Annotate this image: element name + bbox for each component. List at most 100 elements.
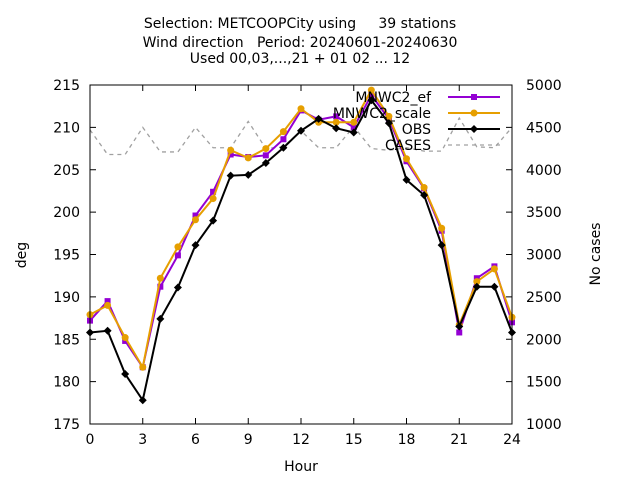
x-tick-label: 9 [244,432,253,448]
data-point-mnwc2-scale [297,105,305,113]
y-tick-label: 195 [53,248,80,264]
data-point-obs [455,322,464,331]
data-point-mnwc2-ef [280,136,287,143]
model-series-group [86,86,516,405]
legend-label-mnwc2-scale: MNWC2_scale [333,106,431,122]
x-axis-label: Hour [284,459,318,475]
legend-label-obs: OBS [402,122,431,138]
data-point-mnwc2-scale [350,118,358,126]
axes-group: 0 3 6 9 12 15 18 21 24 175 180 185 190 195 200 205 210 21… [53,78,561,448]
data-point-obs [349,128,358,137]
data-point-mnwc2-scale [420,184,428,192]
y-tick-label: 185 [53,332,80,348]
y2-tick-label: 1000 [526,417,562,433]
x-tick-label: 3 [138,432,147,448]
data-point-obs [244,170,253,179]
data-point-mnwc2-ef [210,188,217,195]
data-point-mnwc2-ef [262,152,269,159]
data-point-mnwc2-scale [279,128,287,136]
data-point-obs [191,241,200,250]
y2-tick-label: 3000 [526,248,562,264]
y-tick-label: 215 [53,78,80,94]
data-point-obs [103,326,112,335]
data-point-mnwc2-scale [244,154,252,162]
data-point-mnwc2-scale [367,86,375,94]
data-point-obs [121,369,130,378]
data-point-obs [420,191,429,200]
x-tick-label: 0 [86,432,95,448]
y2-tick-label: 2000 [526,332,562,348]
data-point-mnwc2-ef [174,252,181,259]
y-tick-label: 205 [53,163,80,179]
x-tick-label: 21 [450,432,468,448]
plot-frame [89,84,513,425]
data-point-obs [437,241,446,250]
data-point-mnwc2-ef [104,298,111,305]
chart-title-line-3: Used 00,03,...,21 + 01 02 ... 12 [189,51,411,67]
data-point-obs [384,119,393,128]
data-point-mnwc2-ef [227,151,234,158]
legend-label-mnwc2-ef: MNWC2_ef [355,90,432,106]
y2-tick-label: 4500 [526,120,562,136]
y-tick-label: 210 [53,120,80,136]
data-point-mnwc2-scale [121,334,129,342]
data-point-mnwc2-scale [403,155,410,163]
data-point-mnwc2-scale [156,274,164,282]
x-tick-label: 18 [398,432,416,448]
data-point-obs [173,283,182,292]
data-point-obs [261,158,270,167]
data-point-mnwc2-ef [456,329,463,336]
y-tick-label: 180 [53,375,80,391]
y2-tick-label: 1500 [526,375,562,391]
legend-marker-mnwc2-ef [471,94,477,100]
legend-marker-obs [470,125,478,133]
x-tick-label: 6 [191,432,200,448]
data-point-mnwc2-scale [332,118,340,126]
y2-tick-label: 3500 [526,205,562,221]
data-point-mnwc2-ef [192,212,199,219]
series-line-mnwc2-ef [89,93,513,370]
data-point-obs [138,396,147,405]
data-point-obs [156,314,165,323]
x-tick-label: 12 [292,432,310,448]
y-tick-label: 190 [53,290,80,306]
data-point-mnwc2-scale [174,243,182,251]
x-tick-label: 24 [503,432,521,448]
data-point-mnwc2-ef [368,92,375,99]
data-point-obs [490,282,499,291]
data-point-mnwc2-scale [262,145,270,153]
data-point-mnwc2-ef [333,113,340,120]
data-point-mnwc2-scale [227,146,235,154]
y2-tick-label: 5000 [526,78,562,94]
y-tick-label: 175 [53,417,80,433]
data-point-obs [367,96,376,105]
data-point-mnwc2-scale [473,278,481,286]
data-point-mnwc2-scale [192,216,199,224]
data-point-mnwc2-scale [139,363,147,371]
data-point-obs [402,175,411,184]
legend-marker-mnwc2-scale [470,109,478,117]
data-point-obs [226,171,235,180]
series-line-cases [89,116,513,156]
y-axis-label: deg [14,242,30,268]
data-point-mnwc2-scale [385,112,393,120]
data-point-obs [209,216,218,225]
y2-tick-label: 4000 [526,163,562,179]
legend-label-cases: CASES [385,138,431,154]
data-point-mnwc2-scale [209,195,217,203]
x-tick-label: 15 [345,432,363,448]
data-point-obs [472,282,481,291]
data-point-obs [314,114,323,123]
data-point-obs [279,143,288,152]
chart-title-line-2: Wind direction Period: 20240601-20240630 [142,35,458,51]
data-point-mnwc2-ef [157,283,164,290]
data-point-mnwc2-scale [438,224,446,232]
data-point-mnwc2-ef [350,124,357,131]
y-tick-label: 200 [53,205,80,221]
data-point-mnwc2-scale [490,265,498,273]
data-point-mnwc2-scale [104,301,112,309]
chart-title-line-1: Selection: METCOOPCity using 39 stations [143,16,457,32]
cases-series-group [89,116,513,156]
